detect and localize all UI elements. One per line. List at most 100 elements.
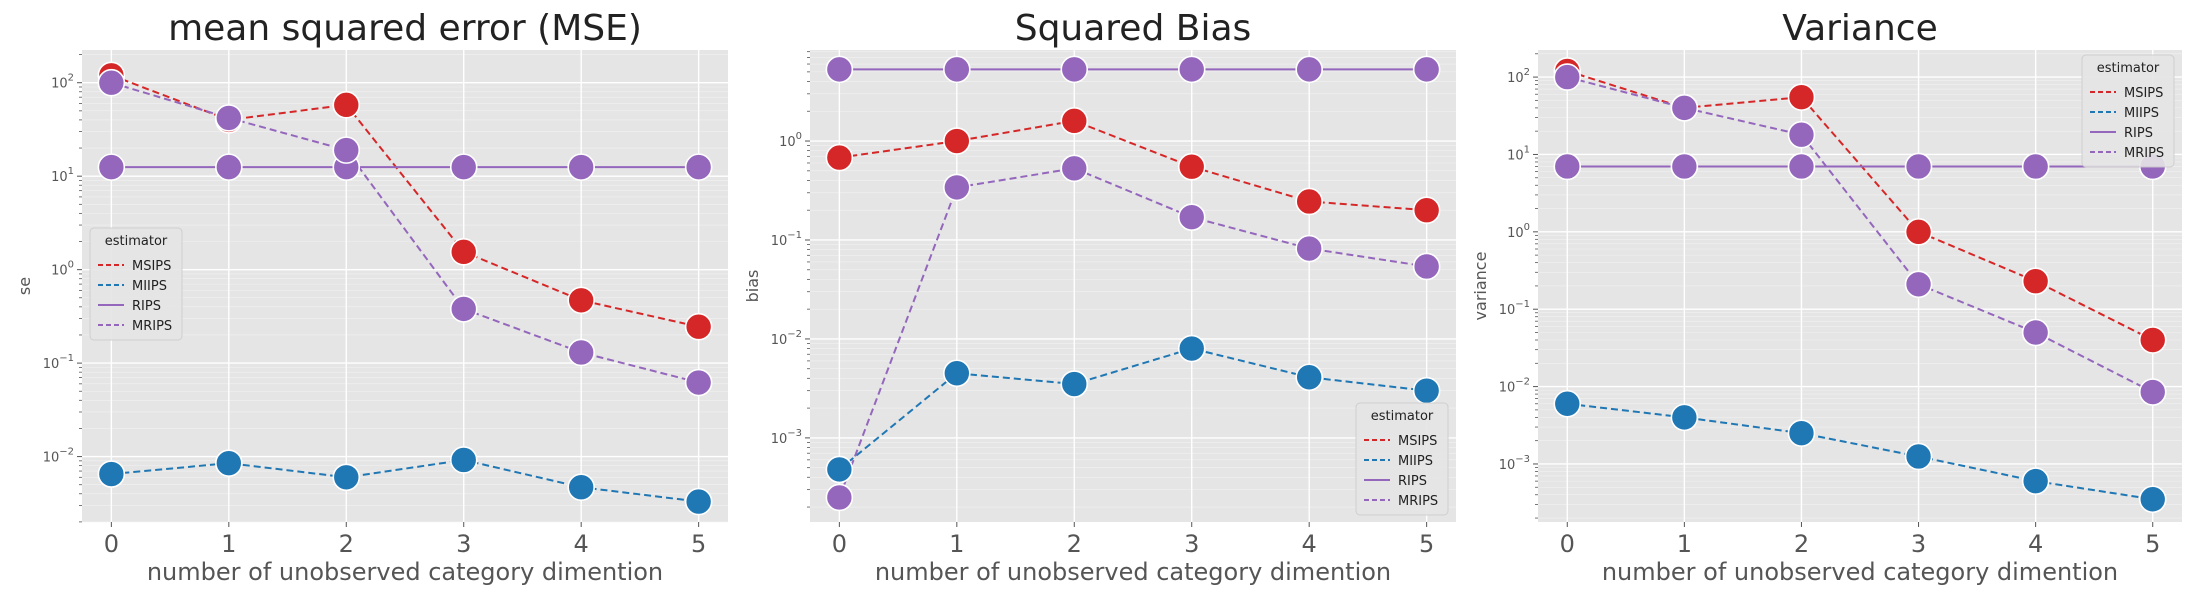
panel-mean-squared-error-mse: 10−2 10−1 100 101 102 0 1 2 3 4 5 mean squared erro… bbox=[15, 8, 728, 586]
y-axis-label: bias bbox=[743, 270, 762, 303]
data-point-rips bbox=[1060, 55, 1089, 84]
data-point-mrips bbox=[1177, 203, 1206, 231]
data-point-msips bbox=[1060, 107, 1089, 135]
data-point-rips bbox=[449, 153, 478, 181]
data-point-msips bbox=[2021, 267, 2050, 296]
legend: estimator MSIPS MIIPS RIPS MRIPS bbox=[1355, 402, 1449, 516]
x-tick-label: 3 bbox=[1911, 530, 1926, 558]
data-point-miips bbox=[215, 449, 243, 477]
data-point-miips bbox=[97, 460, 126, 488]
data-point-msips bbox=[449, 238, 478, 266]
legend-box bbox=[1355, 402, 1449, 516]
chart-title: Variance bbox=[1782, 8, 1938, 49]
data-point-rips bbox=[1787, 152, 1816, 181]
y-tick-label: 102 bbox=[51, 73, 74, 92]
x-tick-label: 2 bbox=[1794, 530, 1809, 558]
panel-squared-bias: 10−3 10−2 10−1 100 0 1 2 3 4 5 Squared Bias number … bbox=[743, 8, 1456, 586]
data-point-miips bbox=[1553, 389, 1582, 418]
legend: estimator MSIPS MIIPS RIPS MRIPS bbox=[2081, 54, 2175, 168]
data-point-miips bbox=[567, 473, 595, 502]
x-tick-label: 2 bbox=[1067, 530, 1082, 558]
data-point-msips bbox=[825, 143, 854, 172]
y-tick-label: 10−1 bbox=[771, 230, 802, 249]
y-tick-label: 10−3 bbox=[771, 428, 802, 447]
data-point-rips bbox=[684, 153, 713, 181]
legend-item-msips: MSIPS bbox=[2124, 86, 2163, 101]
data-point-miips bbox=[943, 359, 971, 388]
data-point-msips bbox=[1177, 152, 1206, 181]
chart-title: Squared Bias bbox=[1015, 8, 1252, 49]
x-axis-label: number of unobserved category dimention bbox=[1602, 558, 2118, 586]
data-point-miips bbox=[825, 455, 854, 484]
data-point-mrips bbox=[567, 338, 595, 367]
legend-item-rips: RIPS bbox=[1398, 474, 1427, 489]
y-tick-label: 10−1 bbox=[1499, 299, 1530, 318]
data-point-mrips bbox=[1553, 63, 1582, 91]
data-point-miips bbox=[1295, 363, 1323, 392]
data-point-rips bbox=[2021, 152, 2050, 181]
legend-item-mrips: MRIPS bbox=[1398, 494, 1438, 509]
x-tick-label: 0 bbox=[1560, 530, 1575, 558]
series-line-mrips bbox=[838, 167, 1427, 498]
data-point-mrips bbox=[97, 68, 126, 97]
data-point-mrips bbox=[215, 104, 243, 132]
data-point-mrips bbox=[943, 173, 971, 202]
data-point-rips bbox=[97, 153, 126, 181]
data-point-miips bbox=[2138, 485, 2167, 514]
series-line-mrips bbox=[1567, 76, 2154, 393]
data-point-mrips bbox=[1060, 154, 1089, 183]
data-point-msips bbox=[1787, 83, 1816, 111]
x-tick-label: 5 bbox=[1419, 530, 1434, 558]
chart-title: mean squared error (MSE) bbox=[168, 8, 642, 49]
data-point-rips bbox=[1670, 152, 1699, 181]
y-tick-label: 10−2 bbox=[1499, 377, 1530, 396]
y-tick-label: 10−3 bbox=[1499, 454, 1530, 473]
data-point-miips bbox=[1177, 334, 1206, 363]
legend-item-miips: MIIPS bbox=[2124, 106, 2159, 121]
x-tick-label: 5 bbox=[691, 530, 706, 558]
legend-item-rips: RIPS bbox=[132, 299, 161, 314]
y-tick-label: 101 bbox=[51, 166, 74, 185]
x-tick-label: 4 bbox=[574, 530, 589, 558]
data-point-mrips bbox=[332, 136, 361, 164]
data-point-mrips bbox=[449, 295, 478, 323]
x-tick-label: 4 bbox=[1302, 530, 1317, 558]
series-line-miips bbox=[111, 458, 699, 503]
x-tick-label: 2 bbox=[339, 530, 354, 558]
data-point-msips bbox=[1295, 187, 1323, 216]
data-point-miips bbox=[332, 463, 361, 492]
legend: estimator MSIPS MIIPS RIPS MRIPS bbox=[89, 227, 183, 341]
y-axis-label: se bbox=[15, 277, 34, 295]
y-axis-label: variance bbox=[1471, 252, 1490, 321]
data-point-msips bbox=[1904, 218, 1933, 246]
data-point-rips bbox=[1295, 55, 1323, 84]
legend-title: estimator bbox=[105, 234, 168, 249]
data-point-rips bbox=[825, 55, 854, 84]
series-line-miips bbox=[838, 347, 1427, 471]
legend-item-mrips: MRIPS bbox=[2124, 146, 2164, 161]
data-point-msips bbox=[332, 91, 361, 119]
y-tick-label: 100 bbox=[779, 131, 802, 150]
x-tick-label: 1 bbox=[949, 530, 964, 558]
data-point-msips bbox=[567, 286, 595, 315]
legend-item-mrips: MRIPS bbox=[132, 319, 172, 334]
x-tick-label: 4 bbox=[2028, 530, 2043, 558]
y-tick-label: 10−2 bbox=[43, 447, 74, 466]
plot-area bbox=[810, 50, 1456, 522]
data-point-miips bbox=[1904, 442, 1933, 471]
data-point-mrips bbox=[1412, 252, 1441, 281]
data-point-mrips bbox=[1904, 270, 1933, 299]
y-tick-label: 100 bbox=[1507, 222, 1530, 241]
data-point-mrips bbox=[825, 483, 854, 512]
data-point-mrips bbox=[1787, 120, 1816, 149]
data-point-msips bbox=[2138, 326, 2167, 354]
legend-item-msips: MSIPS bbox=[132, 259, 171, 274]
data-point-mrips bbox=[1295, 234, 1323, 263]
data-point-miips bbox=[1670, 403, 1699, 432]
data-point-miips bbox=[1412, 376, 1441, 405]
plot-area bbox=[82, 50, 728, 522]
panel-variance: 10−3 10−2 10−1 100 101 102 0 1 2 3 4 5 Variance numbe… bbox=[1471, 8, 2182, 586]
x-tick-label: 0 bbox=[832, 530, 847, 558]
